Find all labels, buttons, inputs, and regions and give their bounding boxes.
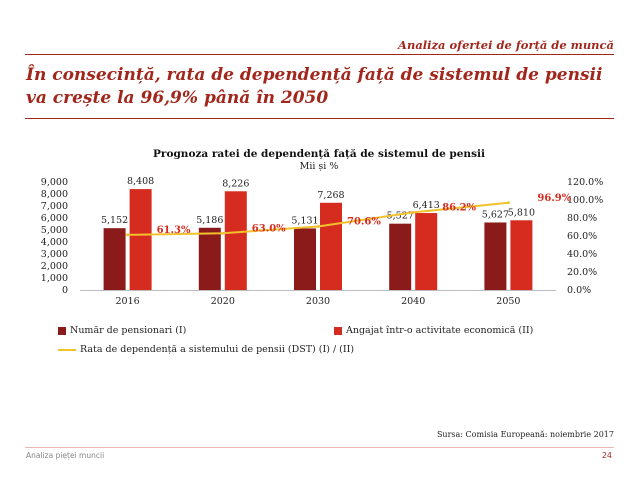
ratio-point xyxy=(411,210,415,214)
y-left-tick-label: 7,000 xyxy=(41,201,68,212)
data-label-pensioners: 5,186 xyxy=(196,215,223,226)
data-label-ratio: 61.3% xyxy=(157,225,191,236)
legend-swatch-employed xyxy=(334,326,342,335)
legend-swatch-pensioners xyxy=(58,326,66,335)
x-tick-label: 2020 xyxy=(211,296,235,307)
ratio-point xyxy=(316,224,320,228)
legend-item-pensioners: Număr de pensionari (I) xyxy=(58,325,186,336)
y-right-tick-label: 60.0% xyxy=(567,231,597,242)
data-label-employed: 5,810 xyxy=(508,207,535,218)
data-label-pensioners: 5,527 xyxy=(387,211,414,222)
y-right-tick-label: 120.0% xyxy=(567,177,603,188)
data-label-ratio: 70.6% xyxy=(347,216,381,227)
y-right-tick-label: 20.0% xyxy=(567,267,597,278)
legend-label-ratio: Rata de dependență a sistemului de pensi… xyxy=(80,344,355,355)
x-tick-label: 2030 xyxy=(306,296,330,307)
y-left-tick-label: 0 xyxy=(62,285,68,296)
bar-pensioners xyxy=(484,222,507,290)
header-rule xyxy=(25,54,614,55)
chart-title: Prognoza ratei de dependență față de sis… xyxy=(153,148,485,160)
section-title: Analiza ofertei de forță de muncă xyxy=(398,38,614,52)
x-tick-label: 2040 xyxy=(401,296,425,307)
data-label-employed: 8,408 xyxy=(127,176,154,187)
y-left-tick-label: 5,000 xyxy=(41,225,68,236)
footer-label: Analiza pieței muncii xyxy=(26,451,105,460)
page-headline: În consecință, rata de dependență față d… xyxy=(26,65,603,108)
y-left-tick-label: 1,000 xyxy=(41,273,68,284)
data-label-pensioners: 5,152 xyxy=(101,215,128,226)
y-left-tick-label: 9,000 xyxy=(41,177,68,188)
data-label-employed: 8,226 xyxy=(222,178,249,189)
x-tick-label: 2016 xyxy=(116,296,140,307)
y-left-tick-label: 8,000 xyxy=(41,189,68,200)
y-left-tick-label: 2,000 xyxy=(41,261,68,272)
y-left-tick-label: 6,000 xyxy=(41,213,68,224)
y-right-tick-label: 40.0% xyxy=(567,249,597,260)
bar-employed xyxy=(510,220,533,290)
bar-employed xyxy=(224,191,247,290)
data-label-employed: 7,268 xyxy=(317,190,344,201)
bar-pensioners xyxy=(103,228,126,290)
y-left-tick-label: 3,000 xyxy=(41,249,68,260)
bar-employed xyxy=(129,189,152,290)
data-label-ratio: 63.0% xyxy=(252,223,286,234)
bar-pensioners xyxy=(198,227,221,290)
legend-label-employed: Angajat într-o activitate economică (II) xyxy=(346,325,534,336)
data-label-pensioners: 5,131 xyxy=(291,215,318,226)
data-label-employed: 6,413 xyxy=(413,200,440,211)
ratio-point xyxy=(126,233,130,237)
legend-item-employed: Angajat într-o activitate economică (II) xyxy=(334,325,533,336)
bar-pensioners xyxy=(294,228,316,290)
footer-rule xyxy=(25,447,614,448)
data-label-ratio: 86.2% xyxy=(442,202,476,213)
data-label-ratio: 96.9% xyxy=(537,193,571,204)
chart-subtitle: Mii și % xyxy=(299,161,339,172)
y-right-tick-label: 80.0% xyxy=(567,213,597,224)
legend-label-pensioners: Număr de pensionari (I) xyxy=(70,325,187,336)
ratio-point xyxy=(221,231,225,235)
y-right-tick-label: 0.0% xyxy=(567,285,591,296)
bar-pensioners xyxy=(389,223,412,290)
bar-employed xyxy=(415,213,438,290)
source-note: Sursa: Comisia Europeană: noiembrie 2017 xyxy=(436,430,614,439)
legend-item-ratio: Rata de dependență a sistemului de pensi… xyxy=(58,344,354,355)
bar-employed xyxy=(320,202,342,290)
headline-rule xyxy=(25,118,614,119)
page-number: 24 xyxy=(601,451,612,460)
legend-swatch-ratio xyxy=(58,348,76,351)
data-label-pensioners: 5,627 xyxy=(482,209,509,220)
y-left-tick-label: 4,000 xyxy=(41,237,68,248)
ratio-point xyxy=(506,201,510,205)
x-tick-label: 2050 xyxy=(496,296,520,307)
dependency-ratio-chart: 01,0002,0003,0004,0005,0006,0007,0008,00… xyxy=(41,176,603,307)
y-right-tick-label: 100.0% xyxy=(567,195,603,206)
